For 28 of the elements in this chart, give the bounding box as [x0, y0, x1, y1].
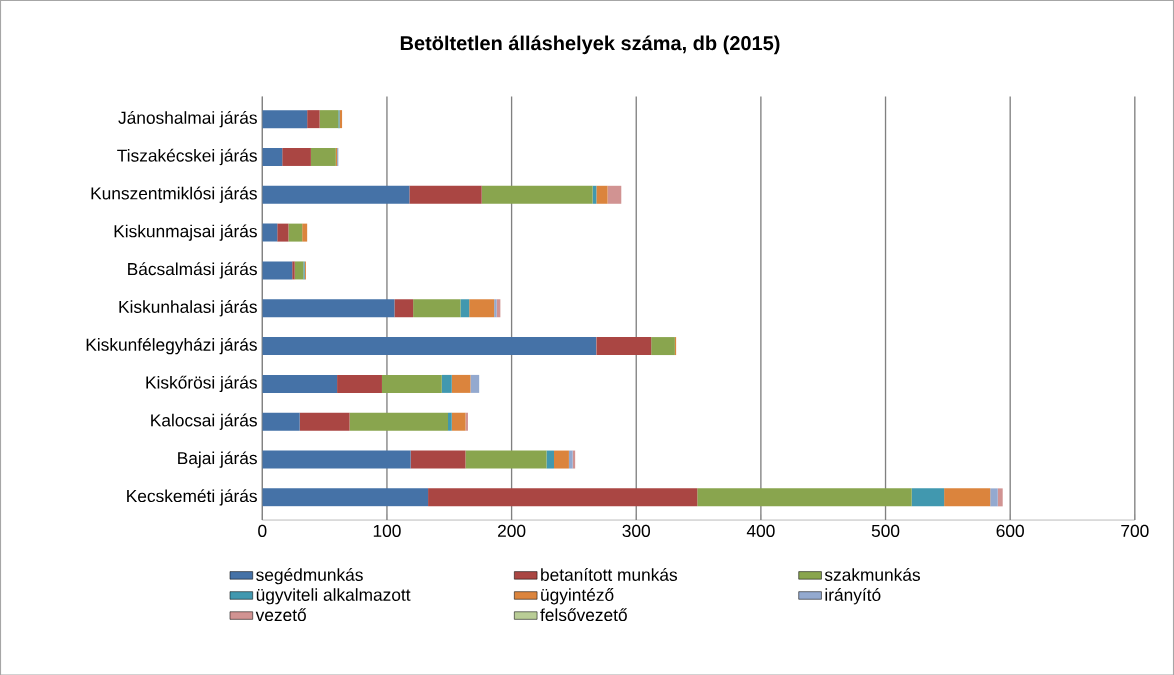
x-tick-label: 500 [871, 524, 900, 537]
x-tick-label: 400 [746, 524, 775, 537]
legend-label: betanított munkás [541, 567, 678, 581]
legend-label: vezető [255, 607, 306, 621]
x-tick-label: 600 [996, 524, 1024, 537]
y-tick-label: Bajai járás [178, 451, 257, 468]
chart-title: Betöltetlen álláshelyek száma, db (2015) [400, 35, 780, 54]
y-tick-label: Kiskőrösi járás [146, 375, 257, 392]
legend-label: segédmunkás [256, 567, 363, 585]
legend-label: szakmunkás [824, 567, 920, 581]
x-tick-label: 100 [373, 524, 401, 537]
x-tick-label: 700 [1121, 524, 1149, 537]
y-tick-label: Tiszakécskei járás [117, 148, 257, 165]
y-tick-label: Bácsalmási járás [128, 262, 257, 279]
legend-label: felsővezető [540, 607, 627, 621]
y-tick-label: Kunszentmiklósi járás [91, 186, 257, 203]
y-tick-label: Kiskunfélegyházi járás [86, 337, 257, 355]
y-tick-label: Kiskunmajsai járás [114, 224, 257, 241]
x-tick-label: 0 [258, 524, 267, 537]
legend-label: irányító [825, 587, 881, 605]
y-tick-label: Kecskeméti járás [127, 488, 257, 506]
x-tick-label: 300 [622, 524, 651, 537]
x-tick-label: 200 [498, 524, 526, 537]
y-tick-label: Kiskunhalasi járás [119, 299, 257, 317]
y-tick-label: Kalocsai járás [151, 413, 257, 430]
y-tick-label: Jánoshalmai járás [118, 110, 257, 128]
legend-label: ügyintéző [541, 587, 614, 605]
legend-label: ügyviteli alkalmazott [256, 587, 411, 605]
